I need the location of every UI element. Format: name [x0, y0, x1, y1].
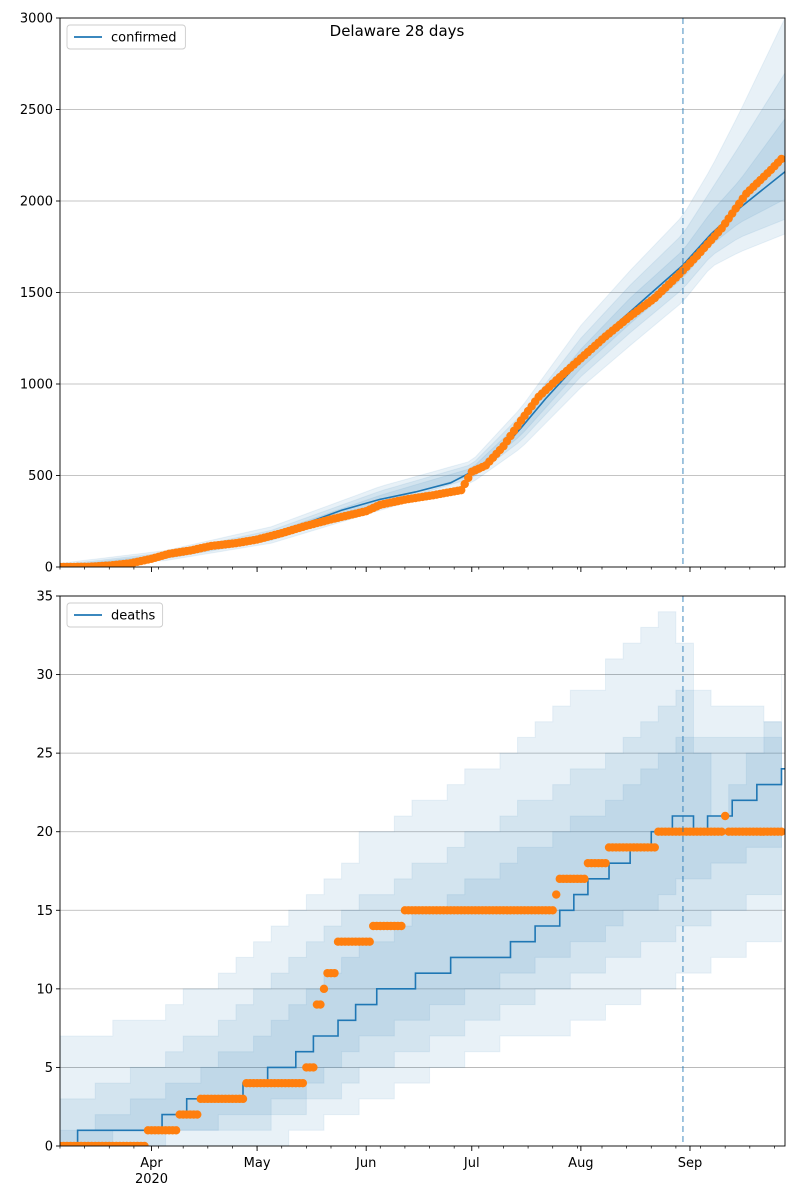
band-95pct — [60, 18, 785, 567]
y-tick-label: 1000 — [20, 378, 53, 393]
y-tick-label: 35 — [36, 590, 53, 605]
observed-point — [717, 827, 726, 836]
observed-point — [316, 1000, 325, 1009]
legend-box — [66, 602, 164, 628]
observed-point — [548, 906, 557, 915]
y-tick-label: 25 — [36, 747, 53, 762]
legend-label: deaths — [111, 609, 156, 624]
plot-area — [60, 18, 785, 567]
observed-point — [460, 479, 469, 489]
y-tick-label: 20 — [36, 825, 53, 840]
x-tick-sublabel: 2020 — [135, 1172, 168, 1187]
band-50pct — [60, 736, 782, 1146]
observed-point — [330, 968, 339, 978]
observed-point — [720, 811, 730, 821]
x-tick-label: Sep — [678, 1156, 703, 1171]
y-tick-label: 2000 — [20, 195, 53, 210]
observed-point — [580, 874, 589, 884]
figure-title: Delaware 28 days — [330, 22, 465, 40]
y-tick-label: 3000 — [20, 12, 53, 27]
axes-frame — [59, 595, 786, 1147]
legend-label: confirmed — [111, 31, 177, 46]
observed-point — [552, 890, 561, 899]
observed-point — [309, 1063, 318, 1072]
plot-area — [60, 611, 785, 1146]
band-80pct — [60, 689, 782, 1146]
observed-point — [777, 154, 785, 164]
observed-point — [193, 1110, 202, 1119]
y-tick-label: 15 — [36, 904, 53, 919]
x-tick-label: Aug — [568, 1156, 593, 1171]
y-tick-label: 0 — [45, 561, 53, 576]
legend: confirmed — [66, 24, 186, 50]
y-tick-label: 2500 — [20, 103, 53, 118]
y-tick-label: 10 — [36, 982, 53, 997]
observed-point — [464, 473, 473, 483]
legend: deaths — [66, 602, 164, 628]
observed-point — [397, 921, 406, 931]
y-tick-label: 5 — [45, 1061, 53, 1076]
y-tick-label: 500 — [28, 469, 53, 484]
observed-point — [238, 1094, 248, 1104]
legend-box — [66, 24, 186, 50]
observed-point — [140, 1141, 149, 1146]
observed-point — [298, 1078, 308, 1088]
x-tick-label: Jun — [355, 1156, 376, 1171]
observed-point — [650, 843, 659, 852]
y-tick-label: 30 — [36, 668, 53, 683]
x-tick-label: Jul — [463, 1156, 480, 1171]
observed-point — [601, 858, 610, 868]
observed-point — [319, 984, 329, 994]
confirmed-panel: 0 500 1000 1500 2000 2500 3000 confirmed — [20, 12, 786, 576]
observed-point — [457, 485, 466, 495]
observed-point — [171, 1126, 181, 1135]
x-tick-label: May — [244, 1156, 271, 1171]
observed-point — [365, 937, 374, 946]
y-tick-label: 1500 — [20, 286, 53, 301]
x-tick-label: Apr — [140, 1156, 163, 1171]
observed-point — [777, 827, 785, 836]
y-tick-label: 0 — [45, 1140, 53, 1155]
